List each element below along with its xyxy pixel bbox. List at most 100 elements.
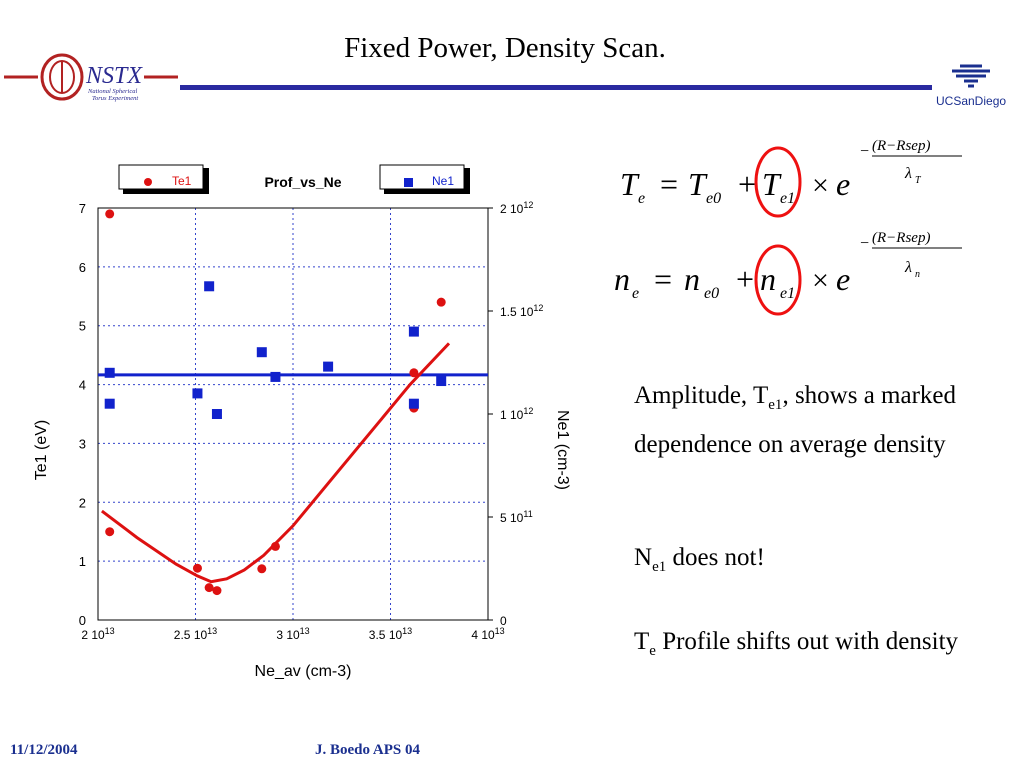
bullet-amplitude-post: , shows a marked dependence on average d… — [634, 382, 957, 458]
equations: T e = T e0 + T e1 × e − (R−Rsep) λ T n e… — [614, 138, 962, 316]
y-tick-label: 3 — [79, 436, 86, 451]
point-ne1 — [323, 361, 334, 372]
eq2-minus: − — [860, 235, 869, 252]
highlight-ne1-circle — [754, 244, 802, 316]
data-points — [104, 209, 447, 596]
bullet-profile-sub: e — [649, 643, 656, 659]
bullet-profile: Te Profile shifts out with density — [634, 622, 1004, 671]
legend-ne1: Ne1 — [379, 164, 470, 194]
ticks: 2 1013 2.5 1013 3 1013 3.5 1013 4 1013012345… — [79, 200, 544, 642]
bullet-profile-pre: T — [634, 628, 650, 655]
y-axis-label: Te1 (eV) — [33, 420, 50, 480]
chart-title: Prof_vs_Ne — [264, 174, 341, 190]
y2-tick-label: 1 1012 — [500, 406, 533, 422]
eq1-t1: T — [762, 166, 782, 202]
nstx-logo: NSTX National Spherical Torus Experiment — [4, 53, 178, 102]
point-ne1 — [408, 398, 419, 409]
eq1-lhs: T — [620, 166, 640, 202]
bullet-ne1: Ne1 does not! — [634, 538, 1004, 587]
eq2-t1: n — [760, 261, 776, 297]
eq2-times: × — [812, 264, 829, 297]
eq2-lhs-sub: e — [632, 285, 639, 302]
y2-axis-label: Ne1 (cm-3) — [554, 410, 571, 490]
point-ne1 — [408, 326, 419, 337]
bullet-ne1-post: does not! — [666, 544, 765, 571]
eq2-plus: + — [736, 261, 754, 297]
point-ne1 — [104, 398, 115, 409]
legend-te1-label: Te1 — [172, 174, 192, 188]
point-te1 — [436, 297, 446, 307]
eq2-t1-sub: e1 — [780, 285, 795, 302]
eq1-exp-den-sub: T — [915, 175, 922, 186]
eq1-t0-sub: e0 — [706, 190, 721, 207]
legend-ne1-label: Ne1 — [432, 174, 454, 188]
legend-te1-marker — [144, 178, 152, 186]
grid — [98, 208, 488, 620]
bullet-amplitude-pre: Amplitude, T — [634, 382, 769, 409]
point-te1 — [105, 527, 115, 537]
eq1-t1-sub: e1 — [780, 190, 795, 207]
x-axis-label: Ne_av (cm-3) — [255, 663, 352, 680]
point-te1 — [212, 586, 222, 596]
y2-tick-label: 0 — [500, 614, 507, 628]
y-tick-label: 0 — [79, 613, 86, 628]
eq1-exp-den: λ — [904, 165, 912, 182]
fit-lines — [98, 342, 488, 584]
x-tick-label: 3 1013 — [276, 626, 309, 642]
legend-te1: Te1 — [118, 164, 209, 194]
highlight-te1-circle — [754, 146, 802, 218]
ucsd-trident-icon — [952, 64, 990, 88]
eq2-t0-sub: e0 — [704, 285, 719, 302]
y-tick-label: 4 — [79, 378, 86, 393]
eq1-equals: = — [660, 166, 678, 202]
bullet-ne1-pre: N — [634, 544, 653, 571]
eq2-equals: = — [654, 261, 672, 297]
point-ne1 — [192, 388, 203, 399]
point-ne1 — [436, 376, 447, 387]
nstx-logo-sub2: Torus Experiment — [92, 95, 138, 102]
point-ne1 — [104, 367, 115, 378]
y2-tick-label: 5 1011 — [500, 509, 533, 525]
eq1-lhs-sub: e — [638, 190, 645, 207]
y-tick-label: 7 — [79, 201, 86, 216]
nstx-logo-text: NSTX — [85, 63, 143, 89]
eq2-lhs: n — [614, 261, 630, 297]
point-ne1 — [211, 409, 222, 419]
x-tick-label: 4 1013 — [471, 626, 504, 642]
eq1-e: e — [836, 166, 850, 202]
footer-author: J. Boedo APS 04 — [315, 742, 421, 758]
ucsd-logo-text: UCSanDiego — [936, 94, 1007, 108]
y-tick-label: 1 — [79, 554, 86, 569]
eq2-exp-den: λ — [904, 259, 912, 276]
eq1-t0: T — [688, 166, 708, 202]
x-tick-label: 2.5 1013 — [174, 626, 217, 642]
legend-ne1-marker — [404, 178, 413, 187]
eq1-exp-num: (R−Rsep) — [872, 138, 930, 154]
bullet-amplitude-sub: e1 — [768, 397, 783, 413]
point-te1 — [257, 564, 267, 574]
eq1-plus: + — [738, 166, 756, 202]
x-tick-label: 2 1013 — [81, 626, 114, 642]
footer-date: 11/12/2004 — [10, 742, 78, 758]
point-te1 — [270, 541, 280, 551]
header-rule — [180, 85, 932, 90]
point-te1 — [192, 563, 202, 573]
equation-te: T e = T e0 + T e1 × e − (R−Rsep) λ T — [620, 138, 962, 207]
eq2-t0: n — [684, 261, 700, 297]
point-ne1 — [270, 371, 281, 382]
bullet-ne1-sub: e1 — [652, 559, 667, 575]
bullet-amplitude: Amplitude, Te1, shows a marked dependenc… — [634, 376, 1004, 464]
fit-line-te1 — [100, 342, 451, 584]
bullet-profile-post: Profile shifts out with density — [655, 628, 959, 655]
eq1-minus: − — [860, 143, 869, 160]
y-tick-label: 5 — [79, 319, 86, 334]
x-tick-label: 3.5 1013 — [369, 626, 412, 642]
point-te1 — [105, 209, 115, 219]
eq2-e: e — [836, 261, 850, 297]
eq1-times: × — [812, 169, 829, 202]
point-te1 — [409, 368, 419, 378]
y2-tick-label: 2 1012 — [500, 200, 533, 216]
y-tick-label: 6 — [79, 260, 86, 275]
point-ne1 — [256, 347, 267, 358]
point-ne1 — [204, 281, 215, 292]
